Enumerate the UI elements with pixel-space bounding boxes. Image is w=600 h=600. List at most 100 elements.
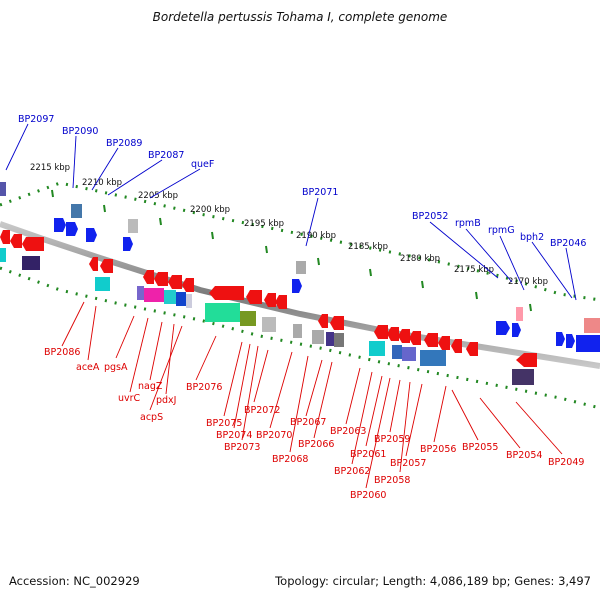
scale-tick-label: 2215 kbp [30, 163, 70, 173]
scale-track-lower [0, 266, 600, 410]
feature-bp2075 [209, 286, 244, 300]
feature-rev-5 [22, 256, 40, 270]
scale-tick [103, 204, 106, 213]
feature-pdxJ [176, 292, 186, 306]
scale-tick-label: 2205 kbp [138, 191, 178, 201]
scale-track-upper [0, 181, 600, 302]
gene-label-acps: acpS [140, 412, 163, 423]
feature-bp2071 [296, 261, 306, 274]
feature-rev-10 [182, 278, 194, 292]
scale-tick [265, 245, 268, 254]
feature-pgsA [137, 286, 144, 300]
scale-tick [317, 257, 320, 266]
feature-rev-12 [264, 293, 276, 307]
feature-fwd-6 [496, 321, 510, 335]
gene-label-bp2058: BP2058 [374, 475, 410, 486]
feature-rev-13 [275, 295, 287, 309]
feature-rev-22 [438, 336, 450, 350]
gene-label-bp2097: BP2097 [18, 114, 54, 125]
gene-label-bp2070: BP2070 [256, 430, 292, 441]
scale-tick-label: 2180 kbp [400, 254, 440, 264]
gene-label-rpmb: rpmB [455, 218, 481, 229]
feature-fwd-7 [512, 323, 521, 337]
gene-label-bp2066: BP2066 [298, 439, 334, 450]
gene-label-pdxj: pdxJ [156, 395, 176, 406]
feature-bp2066 [326, 332, 334, 346]
feature-fwd-9 [566, 334, 575, 348]
gene-label-bp2055: BP2055 [462, 442, 498, 453]
gene-label-bph2: bph2 [520, 232, 544, 243]
scale-tick-label: 2175 kbp [454, 265, 494, 275]
feature-bp2063 [369, 341, 385, 356]
scale-tick-labels: 2215 kbp 2210 kbp 2205 kbp 2200 kbp 2195 kbp… [30, 163, 548, 287]
feature-rev-1 [0, 230, 10, 244]
genome-stats-text: Topology: circular; Length: 4,086,189 bp… [275, 574, 591, 588]
feature-bp2054 [512, 369, 534, 385]
gene-label-bp2062: BP2062 [334, 466, 370, 477]
feature-bp2067 [312, 330, 324, 344]
feature-rev-15 [330, 316, 344, 330]
reverse-features [0, 230, 537, 385]
feature-fwd-5 [292, 279, 302, 293]
forward-features [0, 182, 600, 352]
feature-bp2061 [392, 345, 402, 359]
gene-label-bp2061: BP2061 [350, 449, 386, 460]
feature-rev-23 [451, 339, 462, 353]
gene-label-uvrc: uvrC [118, 393, 141, 404]
feature-rev-8 [154, 272, 168, 286]
scale-tick-label: 2200 kbp [190, 205, 230, 215]
feature-rev-19 [398, 329, 410, 343]
scale-ticks [51, 189, 532, 312]
gene-label-bp2046: BP2046 [550, 238, 586, 249]
feature-rev-11 [246, 290, 262, 304]
feature-fwd-4 [123, 237, 133, 251]
gene-label-bp2049: BP2049 [548, 457, 584, 468]
bottom-label-leaders [61, 301, 563, 489]
scale-tick [369, 268, 372, 277]
gene-label-bp2063: BP2063 [330, 426, 366, 437]
feature-acpS [186, 294, 192, 308]
scale-tick [51, 189, 54, 198]
feature-rev-20 [409, 331, 421, 345]
scale-tick [421, 280, 424, 289]
feature-uvrC [144, 288, 164, 302]
gene-label-bp2056: BP2056 [420, 444, 456, 455]
feature-bp2076 [205, 303, 240, 322]
feature-nagZ [164, 290, 176, 304]
feature-bp2087 [128, 219, 138, 233]
gene-label-pgsa: pgsA [104, 362, 128, 373]
feature-bp2090 [71, 204, 82, 218]
gene-label-bp2075: BP2075 [206, 418, 242, 429]
gene-label-bp2086: BP2086 [44, 347, 80, 358]
gene-label-bp2068: BP2068 [272, 454, 308, 465]
feature-fwd-8 [556, 332, 565, 346]
gene-label-bp2090: BP2090 [62, 126, 98, 137]
scale-tick-label: 2185 kbp [348, 242, 388, 252]
scale-tick-label: 2170 kbp [508, 277, 548, 287]
gene-label-bp2054: BP2054 [506, 450, 542, 461]
gene-label-nagz: nagZ [138, 381, 163, 392]
feature-bp2070 [262, 317, 276, 332]
feature-bp2046 [576, 335, 600, 352]
gene-label-bp2067: BP2067 [290, 417, 326, 428]
scale-tick [211, 231, 214, 240]
feature-bp2057 [420, 350, 446, 366]
gene-label-bp2060: BP2060 [350, 490, 386, 501]
scale-tick [159, 217, 162, 226]
feature-fwd-1 [54, 218, 66, 232]
feature-bp2097 [0, 182, 6, 196]
feature-rev-17 [374, 325, 388, 339]
map-title: Bordetella pertussis Tohama I, complete … [152, 10, 448, 24]
scale-tick-label: 2195 kbp [244, 219, 284, 229]
feature-rev-21 [424, 333, 438, 347]
feature-fwd-10 [584, 318, 600, 333]
scale-tick-label: 2210 kbp [82, 178, 122, 188]
gene-label-acea: aceA [76, 362, 100, 373]
gene-label-bp2059: BP2059 [374, 434, 410, 445]
feature-bp2068 [293, 324, 302, 338]
gene-label-quef: queF [191, 159, 214, 170]
genome-backbone [0, 221, 600, 369]
top-gene-labels: BP2097 BP2090 BP2089 BP2087 queF BP2071 BP2052… [18, 114, 586, 249]
